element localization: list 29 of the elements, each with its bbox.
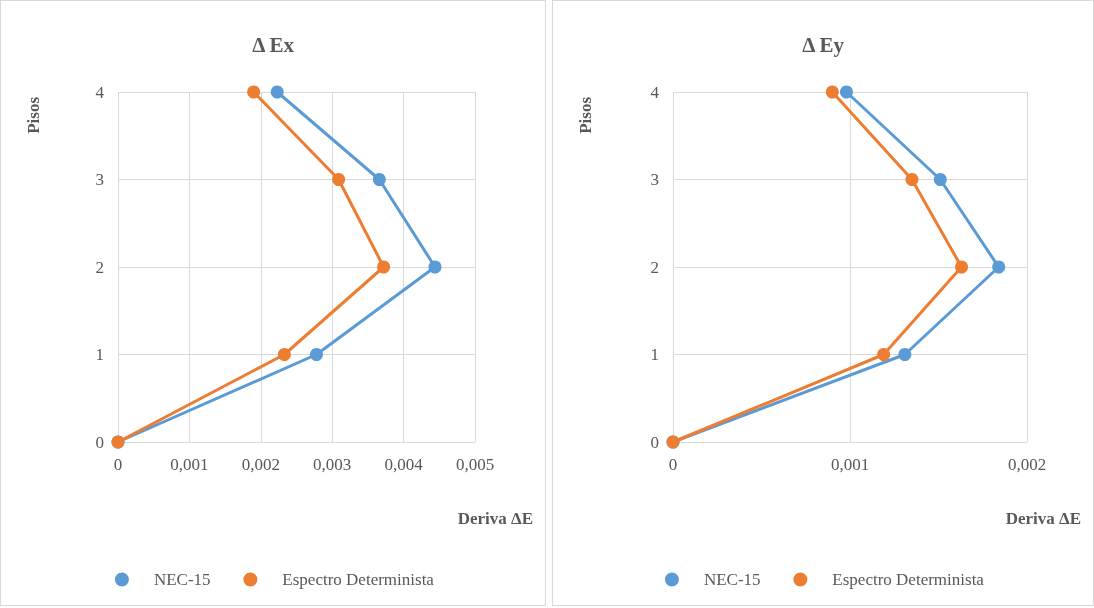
x-tick-label: 0: [113, 455, 123, 474]
legend-label: Espectro Determinista: [282, 570, 435, 589]
x-tick-label: 0,005: [455, 455, 495, 474]
x-tick-label: 0,001: [830, 455, 870, 474]
y-tick-label: 4: [650, 82, 660, 102]
legend-label: NEC-15: [153, 570, 211, 589]
y-tick-label: 0: [650, 432, 659, 452]
x-tick-label: 0,002: [1007, 455, 1047, 474]
y-tick-label: 3: [95, 170, 104, 189]
x-tick-label: 0: [668, 455, 678, 474]
legend-label: NEC-15: [703, 570, 761, 589]
x-tick-label: 0,001: [170, 455, 209, 474]
chart-title: Δ Ex: [252, 32, 295, 57]
x-axis-title: Deriva ΔE: [1005, 509, 1082, 528]
y-tick-label: 1: [95, 345, 104, 364]
y-tick-label: 0: [95, 432, 104, 452]
y-tick-label: 1: [650, 345, 659, 364]
chart-title: Δ Ey: [802, 32, 845, 57]
x-tick-label: 0,003: [313, 455, 352, 474]
x-tick-label: 0,004: [384, 455, 424, 474]
x-tick-label: 0,002: [241, 455, 280, 474]
y-axis-title: Pisos: [24, 96, 43, 134]
y-tick-label: 3: [650, 170, 659, 189]
x-axis-title: Deriva ΔE: [457, 509, 534, 528]
y-tick-label: 2: [650, 257, 659, 277]
y-axis-title: Pisos: [576, 96, 595, 134]
y-tick-label: 4: [95, 82, 105, 102]
y-tick-label: 2: [95, 257, 104, 277]
legend-label: Espectro Determinista: [832, 570, 985, 589]
